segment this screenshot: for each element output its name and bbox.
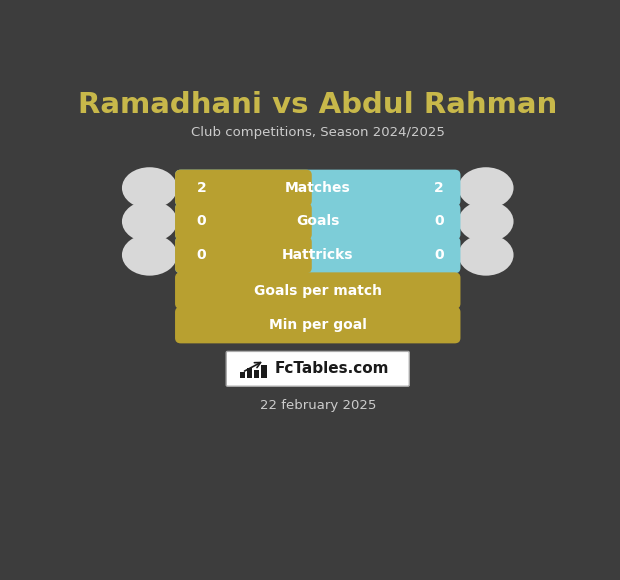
Ellipse shape (122, 234, 177, 276)
Ellipse shape (458, 167, 513, 209)
FancyBboxPatch shape (175, 169, 312, 206)
Text: Min per goal: Min per goal (269, 318, 366, 332)
Text: Ramadhani vs Abdul Rahman: Ramadhani vs Abdul Rahman (78, 91, 557, 119)
Text: Club competitions, Season 2024/2025: Club competitions, Season 2024/2025 (191, 126, 445, 139)
FancyBboxPatch shape (254, 370, 259, 378)
FancyBboxPatch shape (175, 203, 461, 240)
FancyBboxPatch shape (294, 242, 306, 268)
FancyBboxPatch shape (261, 365, 267, 378)
FancyBboxPatch shape (240, 372, 245, 378)
Text: 0: 0 (197, 248, 206, 262)
Text: 2: 2 (434, 181, 444, 195)
Ellipse shape (458, 234, 513, 276)
FancyBboxPatch shape (226, 351, 409, 386)
FancyBboxPatch shape (294, 175, 306, 201)
Text: Goals: Goals (296, 215, 339, 229)
FancyBboxPatch shape (175, 273, 461, 309)
Text: 2: 2 (197, 181, 206, 195)
Text: Hattricks: Hattricks (282, 248, 353, 262)
Ellipse shape (122, 201, 177, 242)
Text: 0: 0 (434, 215, 444, 229)
FancyBboxPatch shape (247, 368, 252, 378)
FancyBboxPatch shape (175, 237, 312, 273)
FancyBboxPatch shape (175, 169, 461, 206)
FancyBboxPatch shape (175, 237, 461, 273)
FancyBboxPatch shape (175, 203, 312, 240)
FancyBboxPatch shape (294, 208, 306, 234)
Ellipse shape (458, 201, 513, 242)
Text: Goals per match: Goals per match (254, 284, 382, 298)
Ellipse shape (122, 167, 177, 209)
Text: 0: 0 (434, 248, 444, 262)
Text: 0: 0 (197, 215, 206, 229)
FancyBboxPatch shape (175, 307, 461, 343)
Text: FcTables.com: FcTables.com (275, 361, 389, 376)
Text: 22 february 2025: 22 february 2025 (260, 399, 376, 412)
Text: Matches: Matches (285, 181, 351, 195)
